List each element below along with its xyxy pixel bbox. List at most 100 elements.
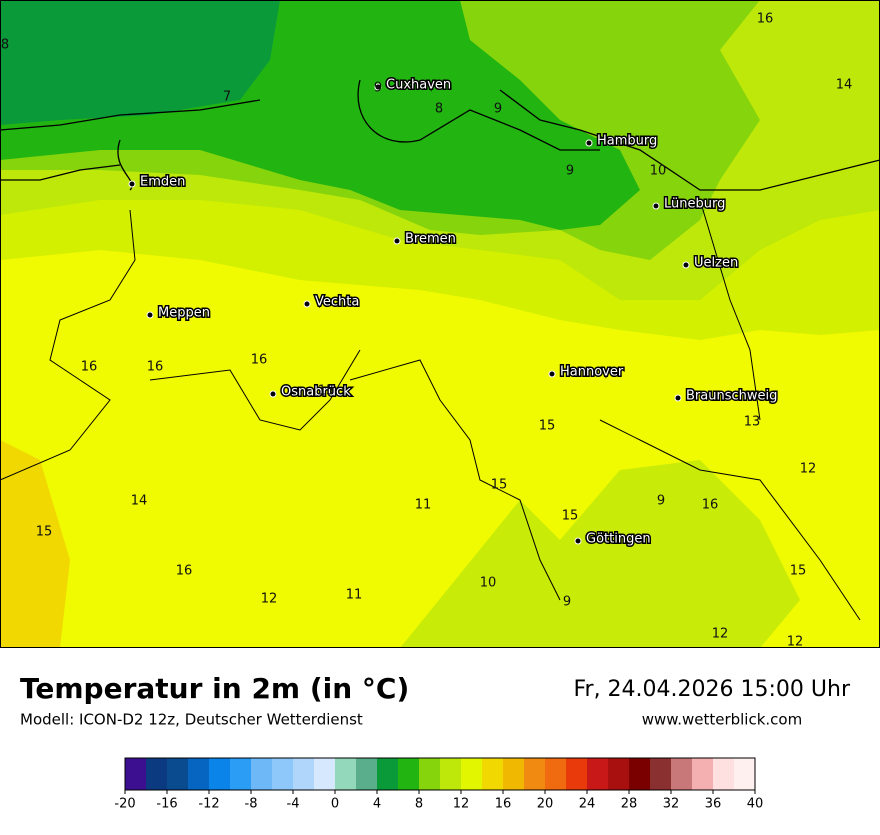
city-label: Emden	[140, 175, 185, 190]
colorbar-swatch	[692, 758, 713, 790]
city-label: Bremen	[405, 232, 456, 247]
colorbar-swatch	[188, 758, 209, 790]
colorbar-swatch	[545, 758, 566, 790]
colorbar-swatch	[419, 758, 440, 790]
colorbar-tick-label: -16	[156, 797, 177, 812]
colorbar-tick-label: -20	[114, 797, 135, 812]
website: www.wetterblick.com	[642, 711, 802, 729]
temperature-label: 15	[562, 509, 579, 524]
temperature-label: 9	[494, 102, 502, 117]
colorbar-swatch	[461, 758, 482, 790]
colorbar-tick-label: 40	[747, 797, 764, 812]
colorbar-swatch	[629, 758, 650, 790]
city-label: Hamburg	[597, 134, 657, 149]
colorbar-swatch	[293, 758, 314, 790]
city-dot	[374, 83, 382, 91]
temperature-label: 11	[346, 588, 363, 603]
colorbar-tick-label: 20	[537, 797, 554, 812]
temperature-label: 9	[563, 595, 571, 610]
colorbar-tick-label: -8	[245, 797, 258, 812]
city-dot	[548, 370, 556, 378]
city-dot	[303, 300, 311, 308]
temperature-label: 15	[36, 525, 53, 540]
subtitle: Modell: ICON-D2 12z, Deutscher Wetterdie…	[20, 711, 363, 729]
colorbar-swatch	[587, 758, 608, 790]
colorbar-tick-label: 28	[621, 797, 638, 812]
city-dot	[146, 311, 154, 319]
colorbar-tick-label: 36	[705, 797, 722, 812]
coastline	[0, 79, 880, 191]
temperature-label: 10	[650, 164, 667, 179]
colorbar-tick-label: 24	[579, 797, 596, 812]
temperature-label: 16	[757, 12, 774, 27]
temperature-label: 16	[147, 360, 164, 375]
colorbar-swatch	[524, 758, 545, 790]
colorbar-frame	[124, 757, 756, 791]
temperature-label: 15	[318, 384, 335, 399]
city-label: Lüneburg	[664, 197, 725, 212]
temperature-label: 10	[480, 576, 497, 591]
title: Temperatur in 2m (in °C)	[20, 672, 409, 705]
temperature-label: 11	[415, 498, 432, 513]
temperature-label: 15	[790, 564, 807, 579]
city-dot	[585, 139, 593, 147]
colorbar-swatch	[650, 758, 671, 790]
temperature-label: 9	[374, 81, 382, 96]
colorbar-tick-label: 32	[663, 797, 680, 812]
colorbar-tick-label: 8	[415, 797, 423, 812]
city-label: Göttingen	[586, 532, 651, 547]
temperature-label: 15	[491, 478, 508, 493]
colorbar-swatch	[608, 758, 629, 790]
city-label: Cuxhaven	[386, 78, 451, 93]
colorbar-swatch	[251, 758, 272, 790]
temperature-label: 9	[657, 494, 665, 509]
colorbar-tick-label: 4	[373, 797, 381, 812]
temperature-label: 16	[81, 360, 98, 375]
temperature-label: 12	[261, 592, 278, 607]
border	[0, 199, 861, 621]
colorbar-swatch	[314, 758, 335, 790]
temperature-label: 16	[251, 353, 268, 368]
temperature-label: 12	[712, 627, 729, 642]
colorbar-swatch	[671, 758, 692, 790]
temp-zone	[0, 0, 280, 125]
colorbar-swatch	[167, 758, 188, 790]
colorbar-tick-label: -4	[287, 797, 300, 812]
temperature-label: 9	[566, 164, 574, 179]
colorbar-swatch	[734, 758, 755, 790]
city-dot	[574, 537, 582, 545]
temperature-label: 12	[787, 635, 804, 650]
temp-zone	[400, 460, 800, 648]
colorbar-swatch	[125, 758, 146, 790]
colorbar-swatch	[566, 758, 587, 790]
city-dot	[128, 180, 136, 188]
city-label: Meppen	[158, 306, 210, 321]
colorbar-swatch	[503, 758, 524, 790]
colorbar-swatch	[377, 758, 398, 790]
city-dot	[393, 237, 401, 245]
city-label: Vechta	[315, 295, 359, 310]
city-dot	[682, 261, 690, 269]
colorbar-tick-label: 0	[331, 797, 339, 812]
city-dot	[269, 390, 277, 398]
colorbar-swatch	[335, 758, 356, 790]
colorbar-tick-label: 16	[495, 797, 512, 812]
city-dot	[652, 202, 660, 210]
city-label: Osnabrück	[281, 385, 351, 400]
colorbar-tick-label: -12	[198, 797, 219, 812]
colorbar-swatch	[209, 758, 230, 790]
city-dot	[674, 394, 682, 402]
colorbar-swatch	[713, 758, 734, 790]
colorbar-swatch	[356, 758, 377, 790]
date: Fr, 24.04.2026 15:00 Uhr	[573, 677, 850, 702]
temperature-label: 15	[539, 419, 556, 434]
city-label: Uelzen	[694, 256, 738, 271]
temperature-label: 16	[176, 564, 193, 579]
city-label: Braunschweig	[686, 389, 777, 404]
temperature-label: 8	[435, 102, 443, 117]
temperature-label: 14	[836, 78, 853, 93]
colorbar-swatch	[272, 758, 293, 790]
colorbar-swatch	[482, 758, 503, 790]
